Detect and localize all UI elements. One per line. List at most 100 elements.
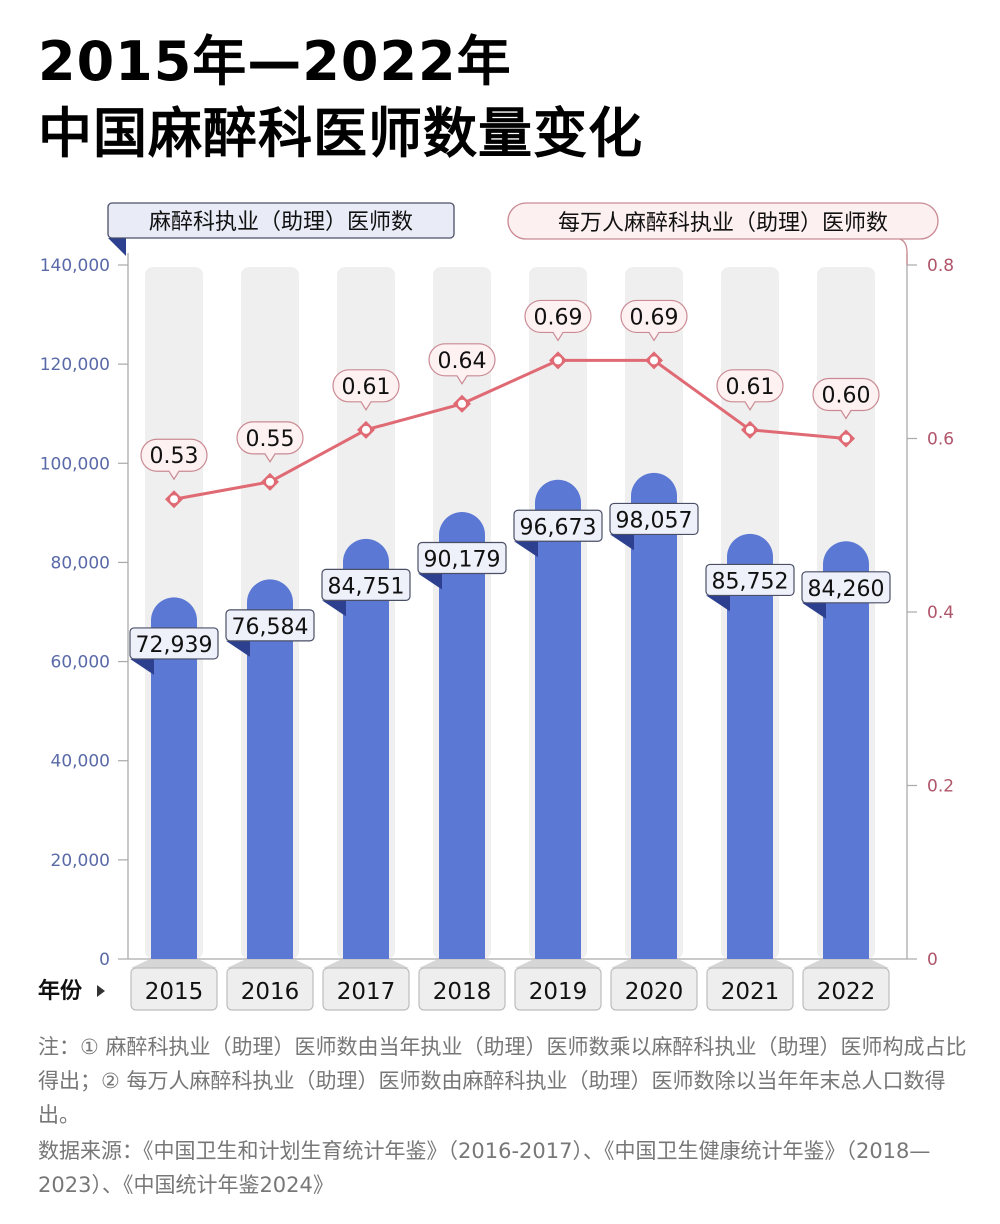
line-label-bubble [716,369,784,411]
line-label-bubble [428,343,496,385]
x-tick-box [322,967,410,1011]
x-tick-connector [131,960,217,968]
line-series [165,351,855,509]
bar [439,511,485,959]
legend-line-box [507,202,939,240]
right-axis-tick-label: 0 [927,950,938,970]
bar-label: 76,584 [225,609,315,657]
x-tick: 2020 [610,960,698,1011]
right-axis-tick-label: 0.4 [927,603,954,623]
left-axis-tick-label: 140,000 [40,256,110,276]
bar-label-text: 84,260 [808,577,885,602]
x-tick-connector [707,960,793,968]
line-point-center [842,434,850,443]
x-tick: 2019 [514,960,602,1011]
line-label-bubble [620,299,688,342]
bar-label-text: 85,752 [712,569,789,594]
line-label: 0.69 [524,299,592,342]
x-tick-label: 2021 [721,979,780,1005]
bar-label: 85,752 [705,563,795,612]
legend-line-series: 每万人麻醉科执业（助理）医师数 [507,202,939,265]
bar-label-box [321,568,411,601]
left-axis-tick-label: 60,000 [51,653,110,673]
x-tick-connector [227,960,313,968]
bar-label-box [417,541,507,575]
bar [247,579,293,959]
x-axis-arrow-icon [97,985,105,997]
line-label: 0.53 [140,438,208,481]
chart-notes: 注：① 麻醉科执业（助理）医师数由当年执业（助理）医师数乘以麻醉科执业（助理）医… [38,1035,967,1127]
x-tick: 2018 [418,960,506,1011]
bar-label-text: 90,179 [424,547,501,572]
line-label-bubble [236,421,304,464]
x-tick-connector [803,960,889,968]
line-label-bubble [812,377,880,420]
x-tick-connector [611,960,697,968]
x-tick: 2017 [322,960,410,1011]
line-point-center [554,356,562,365]
x-tick: 2015 [130,960,218,1011]
line-point-center [746,425,754,434]
line-point-center [362,425,370,434]
line-label-text: 0.69 [534,305,583,330]
x-tick-box [610,967,698,1011]
line-point-center [458,399,466,408]
left-axis-tick-label: 40,000 [51,752,110,772]
bar-label-box [801,571,891,604]
line-label-bubble [332,369,400,411]
title-line-2: 中国麻醉科医师数量变化 [38,102,643,165]
line-point-center [650,356,658,365]
line-path [173,358,847,501]
line-label: 0.61 [332,369,400,411]
title-line-1: 2015年—2022年 [38,30,512,93]
legend-line-connector [899,238,908,265]
line-label: 0.55 [236,421,304,464]
right-axis-tick-label: 0.6 [927,430,954,450]
bar-label-box [609,502,699,536]
line-label: 0.60 [812,377,880,420]
line-label-text: 0.69 [630,305,679,330]
bar-label-corner [226,640,250,657]
x-axis-label: 年份 [38,978,83,1004]
line-label-text: 0.64 [438,349,487,374]
line-label-text: 0.53 [150,444,199,469]
bar-label-box [129,627,219,660]
bar-label-corner [130,658,154,675]
line-label-bubble [524,299,592,342]
bar-label-box [225,609,315,642]
bar-label-corner [802,602,826,619]
line-label: 0.64 [428,343,496,385]
bar-label: 96,673 [513,509,603,558]
chart: 0 20,000 40,000 60,000 80,000 100,000 120,000 1… [38,202,954,1011]
line-point-center [170,495,178,504]
line-label: 0.61 [716,369,784,411]
bar-label-text: 98,057 [616,508,693,533]
bar [151,597,197,959]
bar-label-box [513,509,603,542]
bar-label-text: 84,751 [328,574,405,599]
bar-label-text: 72,939 [136,633,213,658]
line-point-center [266,477,274,486]
x-tick-box [706,967,794,1011]
bar-label-text: 96,673 [520,515,597,540]
legend-bar-corner [108,238,126,256]
x-tick-label: 2016 [241,979,300,1005]
bar [631,472,677,959]
x-tick-connector [323,960,409,968]
x-tick: 2016 [226,960,314,1011]
x-tick-label: 2015 [145,979,204,1005]
bar-label-box [705,563,795,597]
line-label-bubble [140,438,208,481]
x-tick-box [802,967,890,1011]
x-tick-label: 2022 [817,979,876,1005]
line-label-text: 0.61 [726,375,775,400]
line-label-text: 0.61 [342,375,391,400]
legend: 麻醉科执业（助理）医师数 每万人麻醉科执业（助理）医师数 [107,202,939,265]
bar-label-corner [514,541,538,558]
bar-labels: 72,939 76,584 84,751 90,179 96,673 98,057 85,7… [129,502,891,675]
left-axis: 0 20,000 40,000 60,000 80,000 100,000 120,000 1… [40,253,907,970]
bar-label: 98,057 [609,502,699,551]
left-axis-tick-label: 80,000 [51,553,110,573]
bar-label-text: 76,584 [232,615,309,640]
legend-bar-series: 麻醉科执业（助理）医师数 [107,202,455,256]
